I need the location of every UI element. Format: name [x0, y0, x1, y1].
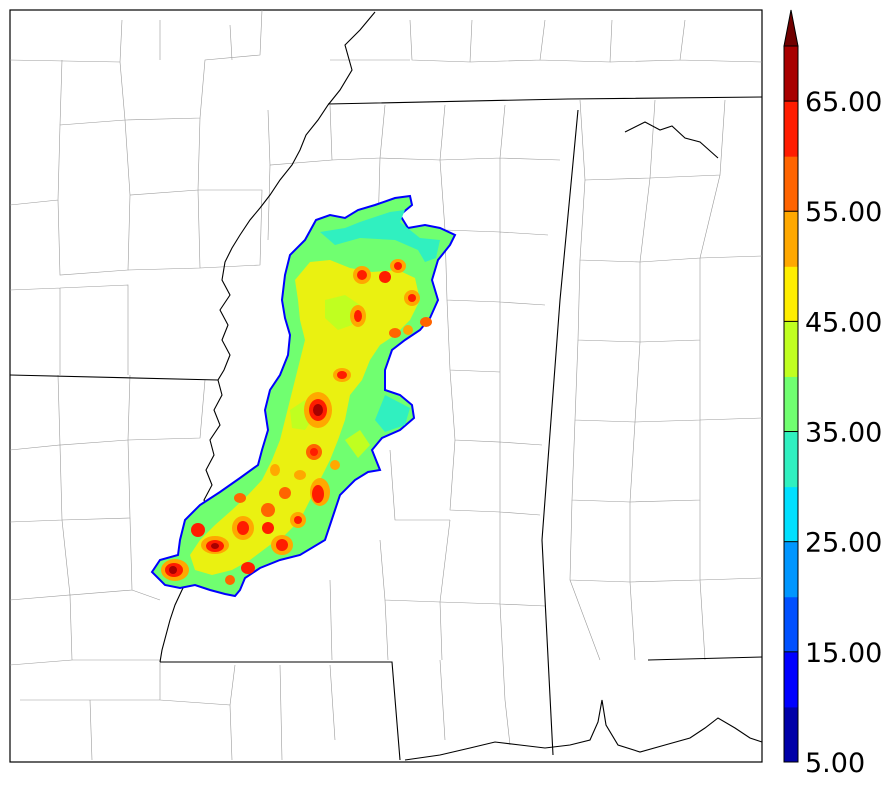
gulf-coast	[404, 699, 763, 761]
colorbar-segment	[784, 651, 798, 708]
storm-core	[379, 271, 391, 283]
colorbar-segment	[784, 376, 798, 433]
tennessee-river	[624, 121, 719, 159]
ar-la-state-line	[9, 374, 219, 381]
northern-state-line	[327, 96, 763, 105]
ms-al-state-line	[541, 109, 579, 756]
field-ygreen-zone	[345, 430, 370, 458]
colorbar-label: 65.00	[805, 87, 882, 118]
colorbar-segment	[784, 101, 798, 157]
storm-core	[169, 566, 177, 574]
colorbar-segment	[784, 541, 798, 598]
colorbar-label: 55.00	[805, 197, 882, 228]
colorbar-segment	[784, 486, 798, 543]
storm-core	[276, 539, 288, 551]
colorbar: 5.00 15.00 25.00 35.00 45.00 55.00 65.00	[783, 9, 882, 779]
colorbar-ticks	[784, 100, 798, 763]
map-area	[9, 9, 763, 763]
county-lines	[9, 9, 763, 761]
colorbar-labels: 5.00 15.00 25.00 35.00 45.00 55.00 65.00	[805, 87, 882, 779]
field-cyan-zone	[375, 395, 410, 432]
storm-core	[294, 470, 306, 480]
storm-core	[262, 522, 274, 534]
storm-cores	[161, 259, 432, 585]
colorbar-label: 25.00	[805, 528, 882, 559]
colorbar-label: 15.00	[805, 638, 882, 669]
colorbar-label: 5.00	[805, 748, 865, 779]
storm-core	[225, 575, 235, 585]
storm-core	[294, 516, 302, 524]
storm-core	[408, 294, 416, 302]
storm-core	[237, 521, 249, 535]
colorbar-extend-arrow	[783, 9, 799, 47]
storm-core	[420, 317, 432, 327]
storm-core	[270, 464, 280, 476]
storm-core	[310, 448, 318, 456]
storm-core	[241, 562, 255, 574]
storm-core	[394, 262, 402, 270]
storm-core	[261, 503, 275, 517]
colorbar-segment	[784, 156, 798, 212]
storm-core	[191, 523, 205, 537]
la-ms-parallel-line	[160, 661, 401, 761]
storm-core	[313, 404, 323, 416]
storm-core	[354, 310, 362, 322]
precip-field	[150, 194, 457, 598]
storm-core	[234, 493, 246, 503]
colorbar-label: 35.00	[805, 418, 882, 449]
storm-core	[357, 270, 367, 280]
field-cyan-zone	[320, 210, 440, 262]
storm-core	[337, 371, 347, 379]
colorbar-segment	[784, 321, 798, 377]
storm-core	[279, 487, 291, 499]
colorbar-label: 45.00	[805, 307, 882, 338]
colorbar-segment	[784, 266, 798, 322]
storm-core	[403, 325, 413, 335]
colorbar-segment	[784, 706, 798, 763]
storm-core	[389, 328, 401, 338]
storm-core	[211, 543, 219, 549]
colorbar-segment	[784, 596, 798, 653]
colorbar-segment	[784, 431, 798, 488]
al-fl-state-line	[647, 656, 763, 661]
colorbar-segment	[784, 46, 798, 102]
storm-core	[330, 460, 340, 470]
colorbar-segment	[784, 211, 798, 267]
storm-core	[312, 485, 324, 503]
colorbar-segments	[784, 46, 798, 763]
